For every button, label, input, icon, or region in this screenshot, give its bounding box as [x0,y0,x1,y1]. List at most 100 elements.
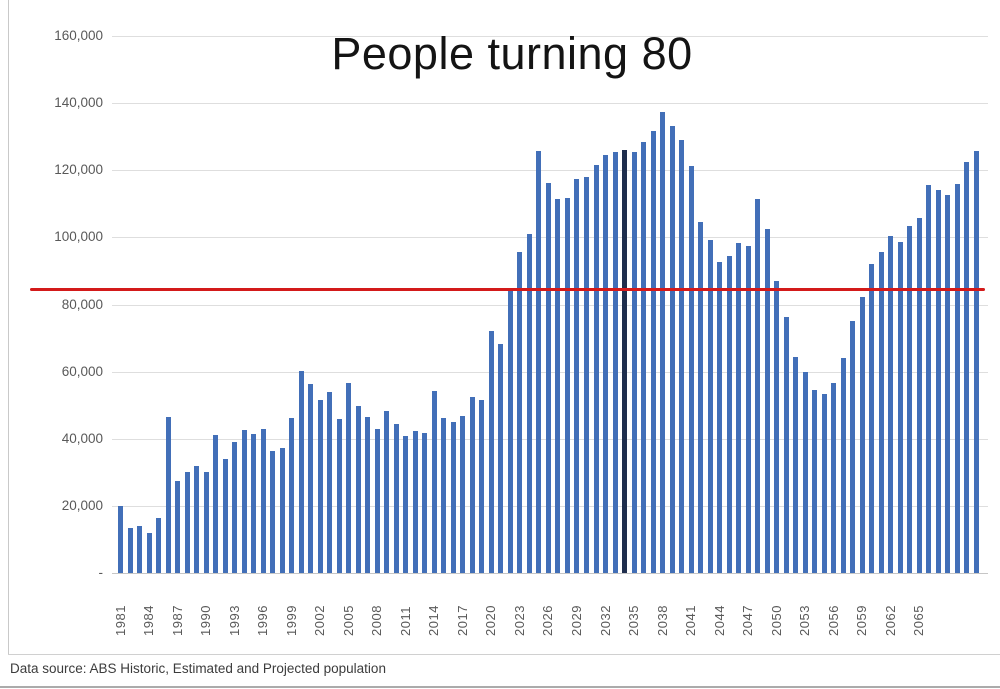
bar-2069 [954,183,960,573]
x-tick-label-1999: 1999 [283,605,299,636]
bar-2053 [802,371,808,573]
bar-2006 [355,405,361,573]
bar-2047 [745,246,751,573]
bar-1982 [127,527,133,573]
x-tick-label-2014: 2014 [426,605,442,636]
bar-2015 [441,417,447,573]
bar-2052 [793,356,799,573]
bar-2062 [888,235,894,573]
bar-2000 [298,370,304,573]
bar-2063 [897,242,903,573]
y-tick-label-80000: 80,000 [61,296,103,312]
bar-2011 [403,436,409,573]
bar-1991 [213,435,219,573]
bar-2026 [545,183,551,573]
bar-2004 [336,418,342,573]
gridline-120000 [112,170,988,172]
bar-2020 [488,331,494,573]
bar-2008 [374,428,380,573]
bar-2014 [431,390,437,573]
x-tick-label-2041: 2041 [683,605,699,636]
bar-2018 [469,396,475,573]
bar-2002 [317,400,323,573]
x-tick-label-2047: 2047 [740,605,756,636]
x-tick-label-2059: 2059 [854,605,870,636]
bar-2061 [878,252,884,573]
x-tick-label-2029: 2029 [568,605,584,636]
bar-2025 [536,151,542,573]
y-tick-label-140000: 140,000 [54,95,103,111]
y-tick-label-0: - [98,565,104,580]
x-tick-label-2053: 2053 [797,605,813,636]
bar-2037 [650,130,656,573]
bar-2010 [393,423,399,573]
bar-2034 [622,150,628,573]
bar-2021 [498,344,504,573]
x-tick-label-2008: 2008 [369,605,385,636]
bar-2009 [384,410,390,573]
x-tick-label-1987: 1987 [169,605,185,636]
chart-left-border [8,0,9,654]
bar-2024 [526,234,532,573]
bar-2042 [698,221,704,573]
bar-2017 [460,415,466,573]
bar-1986 [165,416,171,573]
bar-1983 [137,526,143,573]
bar-2054 [812,390,818,573]
y-tick-label-20000: 20,000 [61,497,103,513]
bar-2022 [507,290,513,573]
bar-2067 [935,190,941,573]
plot-area [112,36,988,574]
bar-2036 [641,141,647,573]
bar-2044 [717,261,723,573]
bar-2048 [755,198,761,573]
bar-2059 [859,297,865,573]
y-tick-label-100000: 100,000 [54,229,103,245]
bar-2007 [365,416,371,573]
bar-2012 [412,430,418,573]
bar-2029 [574,179,580,573]
bar-2038 [660,112,666,573]
data-source-caption: Data source: ABS Historic, Estimated and… [10,661,386,676]
bar-1997 [270,451,276,573]
gridline-140000 [112,103,988,105]
x-tick-label-2011: 2011 [397,606,413,636]
bar-2031 [593,165,599,573]
bar-2013 [422,433,428,573]
bar-2064 [907,225,913,573]
bar-2058 [850,321,856,573]
bar-2041 [688,165,694,573]
bar-2005 [346,383,352,573]
bar-2068 [945,195,951,573]
bar-1994 [241,430,247,573]
bar-1998 [279,448,285,573]
bar-2035 [631,151,637,573]
bar-1988 [184,472,190,573]
bar-2027 [555,199,561,573]
x-tick-label-1981: 1981 [112,605,128,636]
y-tick-label-120000: 120,000 [54,162,103,178]
footer-divider [8,654,1000,655]
x-tick-label-1993: 1993 [226,605,242,636]
bar-2057 [840,358,846,573]
bar-2001 [308,383,314,573]
x-tick-label-1984: 1984 [141,605,157,636]
bar-1990 [203,472,209,573]
bar-1999 [289,417,295,573]
bar-1989 [194,465,200,573]
bar-2050 [774,281,780,573]
y-tick-label-60000: 60,000 [61,363,103,379]
bar-2049 [764,228,770,573]
x-tick-label-2056: 2056 [825,605,841,636]
bar-1995 [251,434,257,573]
bar-1985 [156,517,162,573]
bar-2016 [450,422,456,573]
bottom-edge-line [0,686,1000,688]
bar-1984 [146,532,152,573]
bar-2043 [707,240,713,573]
bar-2039 [669,125,675,573]
bar-2019 [479,400,485,573]
bar-2032 [603,154,608,573]
y-tick-label-160000: 160,000 [54,28,103,43]
x-tick-label-2002: 2002 [312,605,328,636]
